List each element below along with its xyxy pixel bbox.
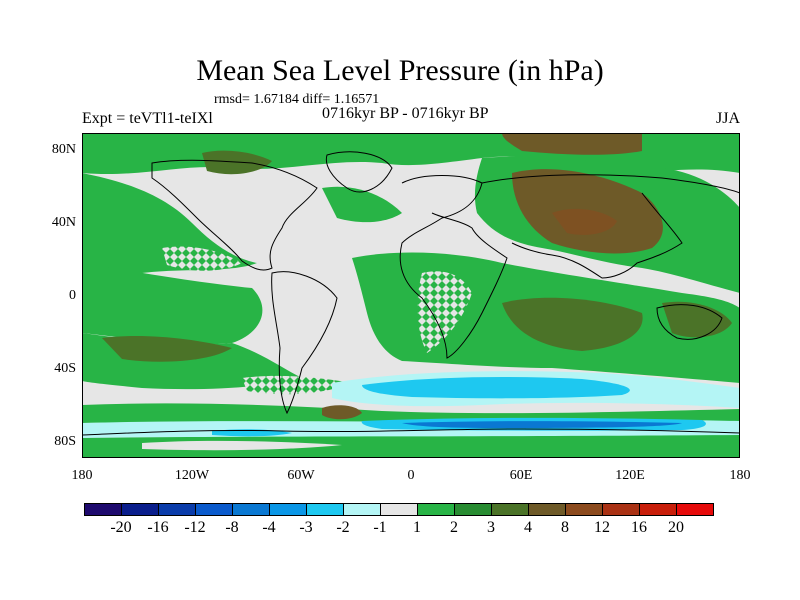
lon-label-120e: 120E — [615, 468, 645, 483]
hatched-region-africa — [417, 271, 472, 353]
antarctic-green-rim — [82, 435, 740, 458]
colorbar-tick-label: -1 — [373, 519, 387, 536]
southern-brown-blob — [322, 405, 362, 420]
australia-brown-region — [662, 301, 732, 338]
colorbar-swatch — [565, 503, 603, 516]
colorbar-tick-label: -12 — [184, 519, 206, 536]
colorbar-swatch — [84, 503, 122, 516]
south-pacific-brown-region — [102, 336, 232, 362]
europe-africa-coast — [399, 175, 508, 359]
hatched-region-atlantic — [162, 246, 242, 271]
antarctica-coast — [82, 428, 740, 436]
colorbar-swatch — [676, 503, 714, 516]
colorbar-swatch — [454, 503, 492, 516]
coastlines — [82, 151, 740, 436]
tibet-brown-core — [552, 208, 617, 235]
southern-cyan-region — [362, 377, 630, 399]
colorbar-tick-label: -3 — [299, 519, 313, 536]
lat-label-40n: 40N — [51, 215, 76, 230]
colorbar-swatch — [380, 503, 418, 516]
north-pacific-green-region — [82, 173, 257, 273]
antarctic-neutral-patch — [142, 440, 342, 451]
colorbar-tick-label: 20 — [668, 519, 684, 536]
antarctic-blue-band — [402, 421, 682, 428]
colorbar-swatch — [528, 503, 566, 516]
stats-label: rmsd= 1.67184 diff= 1.16571 — [214, 92, 380, 107]
arctic-brown-region — [502, 133, 642, 155]
north-america-coast — [151, 159, 318, 271]
colorbar-tick-label: -20 — [110, 519, 132, 536]
colorbar-tick-label: -4 — [262, 519, 276, 536]
lat-label-0: 0 — [69, 288, 76, 303]
australia-coast — [656, 304, 723, 340]
experiment-label: Expt = teVTl1-teIXl — [82, 110, 213, 127]
colorbar-tick-label: 3 — [487, 519, 495, 536]
colorbar-tick-label: -16 — [147, 519, 169, 536]
colorbar-swatch — [121, 503, 159, 516]
colorbar-tick-label: -8 — [225, 519, 239, 536]
period-label: 0716kyr BP - 0716kyr BP — [322, 105, 489, 122]
season-label: JJA — [716, 110, 741, 127]
pacific-tropical-green-region — [82, 263, 263, 345]
colorbar-tick-label: 12 — [594, 519, 610, 536]
colorbar — [84, 503, 714, 516]
chart-title: Mean Sea Level Pressure (in hPa) — [196, 54, 604, 87]
colorbar-tick-label: 8 — [561, 519, 569, 536]
colorbar-swatch — [232, 503, 270, 516]
indian-ocean-brown-region — [502, 297, 643, 351]
greenland-coast — [325, 151, 393, 193]
colorbar-swatch — [417, 503, 455, 516]
colorbar-swatch — [306, 503, 344, 516]
south-america-coast — [271, 271, 338, 415]
lon-label-120w: 120W — [174, 468, 210, 483]
lon-label-180e: 180 — [729, 468, 751, 483]
colorbar-tick-label: 2 — [450, 519, 458, 536]
lon-label-60w: 60W — [287, 468, 315, 483]
colorbar-tick-label: 16 — [631, 519, 647, 536]
colorbar-swatch — [491, 503, 529, 516]
asia-coast — [481, 174, 740, 279]
colorbar-tick-label: -2 — [336, 519, 350, 536]
colorbar-swatch — [269, 503, 307, 516]
colorbar-swatch — [195, 503, 233, 516]
colorbar-swatch — [602, 503, 640, 516]
colorbar-swatch — [343, 503, 381, 516]
lon-label-180w: 180 — [71, 468, 93, 483]
map-canvas — [82, 133, 740, 458]
atlantic-green-region — [322, 186, 402, 223]
colorbar-swatch — [158, 503, 196, 516]
lat-label-80n: 80N — [51, 142, 76, 157]
lat-label-40s: 40S — [54, 361, 76, 376]
colorbar-tick-label: 4 — [524, 519, 532, 536]
map-plot — [82, 133, 740, 458]
colorbar-swatch — [639, 503, 677, 516]
lat-label-80s: 80S — [54, 434, 76, 449]
lon-label-60e: 60E — [509, 468, 533, 483]
colorbar-tick-label: 1 — [413, 519, 421, 536]
lon-label-0: 0 — [407, 468, 415, 483]
